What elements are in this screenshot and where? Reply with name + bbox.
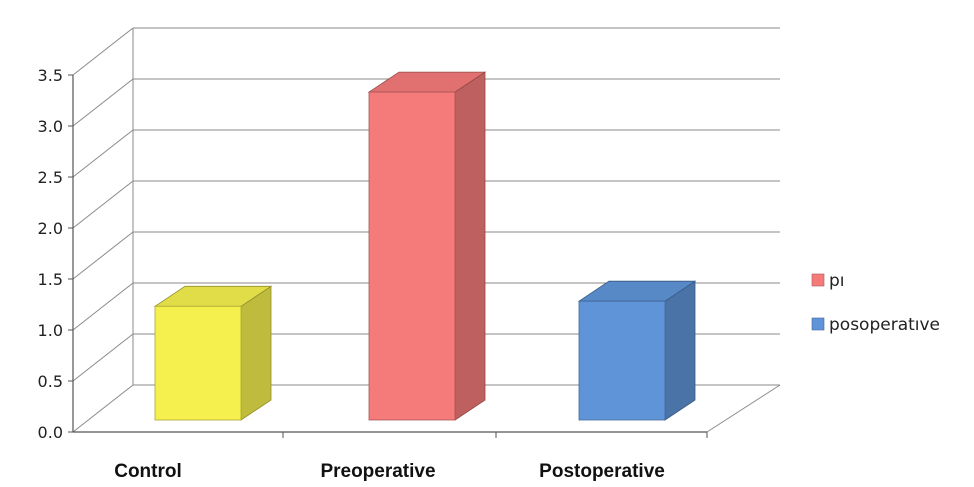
axes bbox=[72, 75, 708, 438]
bar-preoperative bbox=[367, 71, 487, 421]
bar-postoperative bbox=[577, 280, 697, 421]
gridline-side bbox=[72, 27, 134, 76]
gridline-side bbox=[72, 333, 134, 382]
bar-control bbox=[153, 285, 273, 421]
bar-front-face bbox=[154, 305, 242, 421]
bar-front-face bbox=[368, 91, 456, 421]
gridline-side bbox=[72, 231, 134, 280]
bar-front-face bbox=[578, 300, 666, 421]
legend: pı posoperatıve bbox=[811, 271, 940, 335]
x-category-label: Preoperative bbox=[320, 461, 435, 482]
legend-swatch bbox=[811, 317, 825, 331]
y-tick-label: 3.0 bbox=[38, 117, 63, 136]
legend-label: pı bbox=[829, 271, 845, 291]
x-axis-labels: Control Preoperative Postoperative bbox=[114, 461, 665, 482]
bar-side-face bbox=[664, 280, 696, 421]
y-tick-label: 0.0 bbox=[38, 423, 63, 442]
bar-side-face bbox=[454, 71, 486, 421]
legend-label: posoperatıve bbox=[829, 315, 940, 335]
gridline-side bbox=[72, 180, 134, 229]
gridline-side bbox=[72, 78, 134, 127]
y-tick-label: 1.0 bbox=[38, 321, 63, 340]
y-tick-label: 1.5 bbox=[38, 270, 63, 289]
gridline-side bbox=[72, 282, 134, 331]
y-tick-label: 0.5 bbox=[38, 372, 63, 391]
y-tick-label: 2.0 bbox=[38, 219, 63, 238]
y-tick-label: 2.5 bbox=[38, 168, 63, 187]
side-wall-floor-edge bbox=[72, 384, 134, 433]
y-tick-label: 3.5 bbox=[38, 66, 63, 85]
floor-right-edge bbox=[706, 384, 781, 433]
bar-side-face bbox=[240, 285, 272, 421]
legend-swatch bbox=[811, 273, 825, 287]
x-category-label: Postoperative bbox=[539, 461, 665, 482]
gridline-side bbox=[72, 129, 134, 178]
x-category-label: Control bbox=[114, 461, 182, 482]
y-axis-ticks: 0.0 0.5 1.0 1.5 2.0 2.5 3.0 3.5 bbox=[38, 66, 73, 442]
bars bbox=[153, 71, 697, 421]
